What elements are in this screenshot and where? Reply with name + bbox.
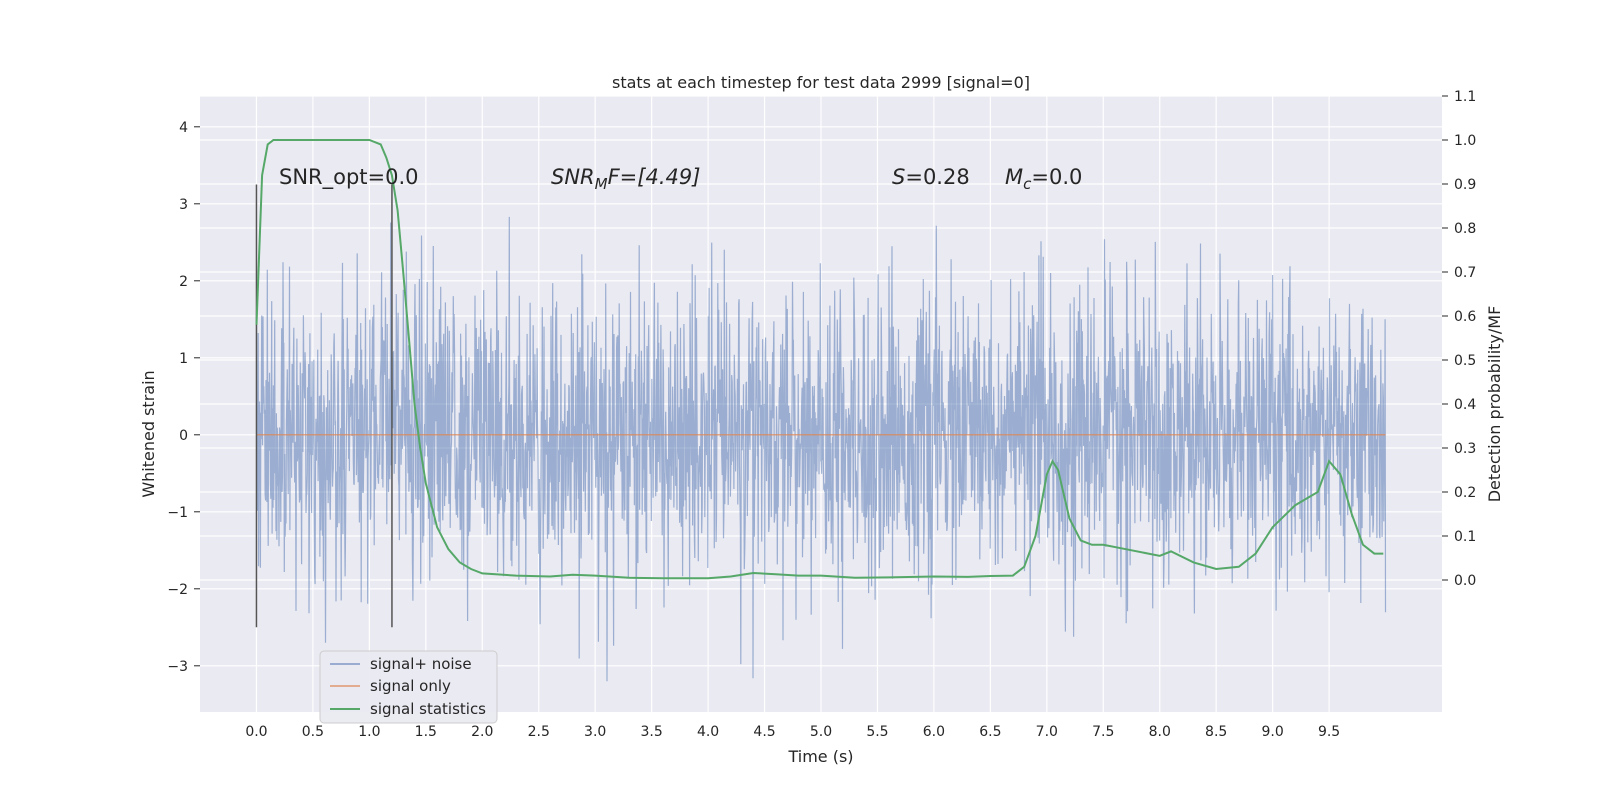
x-tick-label: 4.0 [697, 724, 719, 740]
y-left-tick-label: 1 [179, 351, 188, 367]
x-tick-label: 7.0 [1036, 724, 1058, 740]
y-right-tick-label: 0.6 [1454, 309, 1476, 325]
y-axis-left-label: Whitened strain [139, 370, 158, 497]
x-tick-label: 5.0 [810, 724, 832, 740]
mc-label: M [1005, 165, 1023, 189]
x-tick-label: 0.0 [245, 724, 267, 740]
x-tick-label: 5.5 [866, 724, 888, 740]
axis-ticks: 0.0 0.5 1.0 1.5 2.0 2.5 3.0 3.5 4.0 4.5 5.0 5.5 6.0 6… [167, 89, 1476, 740]
y-left-tick-label: −3 [167, 659, 188, 675]
y-right-tick-label: 0.7 [1454, 265, 1476, 281]
marker-lines [255, 184, 393, 628]
statistics-line [255, 139, 1384, 580]
series-signal-noise [255, 216, 1387, 682]
s-value: =0.28 [905, 165, 969, 189]
x-tick-label: 8.0 [1149, 724, 1171, 740]
chart-title: stats at each timestep for test data 299… [612, 73, 1030, 92]
y-axis-right-label: Detection probability/MF [1485, 306, 1504, 503]
legend-label-signal: signal only [370, 677, 451, 695]
snr-mf-sub: M [595, 175, 608, 193]
snr-mf-rest: F=[4.49] [608, 165, 701, 189]
legend-box [319, 650, 498, 724]
y-left-tick-label: 2 [179, 274, 188, 290]
mc-value: =0.0 [1031, 165, 1082, 189]
snr-opt-annotation: SNR_opt=0.0 [279, 165, 419, 190]
legend-label-noise: signal+ noise [370, 655, 472, 673]
x-tick-label: 2.5 [528, 724, 550, 740]
x-tick-label: 9.5 [1318, 724, 1340, 740]
y-left-tick-label: −1 [167, 505, 188, 521]
y-right-tick-label: 1.1 [1454, 89, 1476, 105]
x-tick-label: 3.5 [641, 724, 663, 740]
x-tick-label: 1.0 [358, 724, 380, 740]
snr-mf-label: SNR [551, 165, 595, 189]
y-left-tick-label: 3 [179, 197, 188, 213]
y-right-tick-label: 0.1 [1454, 529, 1476, 545]
y-right-tick-label: 0.2 [1454, 485, 1476, 501]
x-tick-label: 6.5 [979, 724, 1001, 740]
snr-mf-annotation: SNRMF=[4.49] [551, 165, 700, 193]
y-left-tick-label: 4 [179, 120, 188, 136]
y-right-tick-label: 0.3 [1454, 441, 1476, 457]
s-annotation: S=0.28 [892, 165, 970, 189]
y-right-tick-label: 1.0 [1454, 133, 1476, 149]
y-right-tick-label: 0.4 [1454, 397, 1476, 413]
mc-annotation: Mc=0.0 [1005, 165, 1082, 193]
y-left-tick-label: 0 [179, 428, 188, 444]
x-tick-label: 0.5 [302, 724, 324, 740]
x-tick-label: 4.5 [753, 724, 775, 740]
x-tick-label: 6.0 [923, 724, 945, 740]
y-right-tick-label: 0.5 [1454, 353, 1476, 369]
legend-label-statistics: signal statistics [370, 700, 486, 718]
noise-line [255, 216, 1387, 682]
x-tick-label: 3.0 [584, 724, 606, 740]
x-tick-label: 9.0 [1262, 724, 1284, 740]
y-left-tick-label: −2 [167, 582, 188, 598]
y-right-tick-label: 0.9 [1454, 177, 1476, 193]
s-label: S [892, 165, 905, 189]
legend: signal+ noise signal only signal statist… [319, 650, 498, 724]
series-signal-statistics [255, 139, 1384, 580]
x-tick-label: 2.0 [471, 724, 493, 740]
y-right-tick-label: 0.0 [1454, 573, 1476, 589]
y-right-tick-label: 0.8 [1454, 221, 1476, 237]
x-axis-label: Time (s) [787, 747, 853, 766]
mc-sub: c [1023, 175, 1032, 193]
x-tick-label: 1.5 [415, 724, 437, 740]
x-tick-label: 7.5 [1092, 724, 1114, 740]
x-tick-label: 8.5 [1205, 724, 1227, 740]
